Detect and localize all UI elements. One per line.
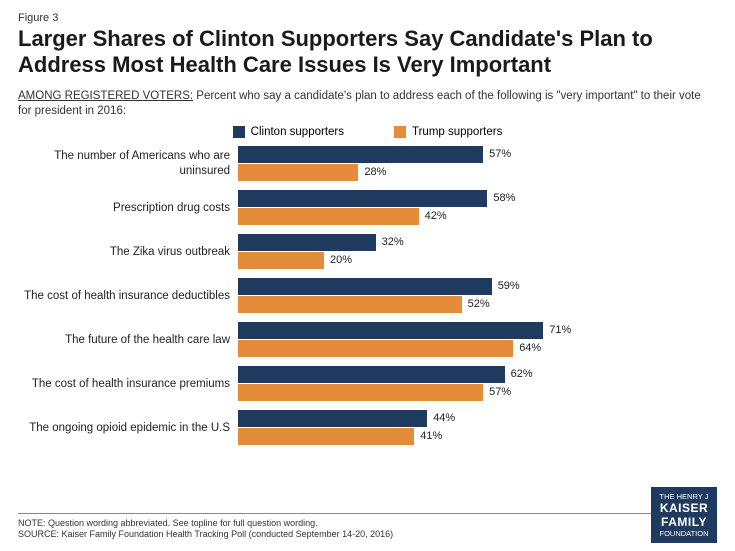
chart-row: The ongoing opioid epidemic in the U.S44… [18, 410, 717, 446]
bar-wrap-clinton: 58% [238, 190, 717, 207]
bar-wrap-clinton: 32% [238, 234, 717, 251]
bar-value-clinton: 32% [376, 236, 404, 248]
bar-trump [238, 296, 462, 313]
bar-value-clinton: 62% [505, 368, 533, 380]
bar-trump [238, 252, 324, 269]
bar-clinton [238, 146, 483, 163]
bar-value-trump: 64% [513, 342, 541, 354]
logo-line1: THE HENRY J [660, 492, 709, 501]
kff-logo: THE HENRY J KAISER FAMILY FOUNDATION [651, 487, 717, 543]
logo-line3: FAMILY [661, 515, 707, 529]
bar-group: 58% 42% [238, 190, 717, 226]
legend-item-trump: Trump supporters [394, 126, 502, 138]
chart-row: The Zika virus outbreak 32% 20% [18, 234, 717, 270]
bar-group: 44% 41% [238, 410, 717, 446]
bar-wrap-clinton: 71% [238, 322, 717, 339]
bar-clinton [238, 366, 505, 383]
bar-value-clinton: 71% [543, 324, 571, 336]
legend-label-clinton: Clinton supporters [251, 126, 344, 138]
legend: Clinton supporters Trump supporters [18, 126, 717, 138]
legend-swatch-clinton [233, 126, 245, 138]
bar-value-clinton: 59% [492, 280, 520, 292]
bar-wrap-clinton: 62% [238, 366, 717, 383]
bar-group: 59%52% [238, 278, 717, 314]
bar-wrap-clinton: 44% [238, 410, 717, 427]
bar-wrap-trump: 20% [238, 252, 717, 269]
bar-value-trump: 41% [414, 430, 442, 442]
figure-label: Figure 3 [18, 12, 717, 24]
footer: NOTE: Question wording abbreviated. See … [18, 513, 717, 541]
subtitle-prefix: AMONG REGISTERED VOTERS: [18, 90, 193, 102]
footer-divider [18, 513, 717, 514]
bar-wrap-trump: 52% [238, 296, 717, 313]
chart-row: The number of Americans who are uninsure… [18, 146, 717, 182]
bar-value-trump: 20% [324, 254, 352, 266]
bar-trump [238, 340, 513, 357]
chart-row: The future of the health care law71%64% [18, 322, 717, 358]
bar-wrap-trump: 28% [238, 164, 717, 181]
bar-wrap-trump: 57% [238, 384, 717, 401]
bar-clinton [238, 234, 376, 251]
category-label: Prescription drug costs [18, 201, 238, 215]
bar-clinton [238, 410, 427, 427]
bar-clinton [238, 190, 487, 207]
bar-wrap-trump: 64% [238, 340, 717, 357]
bar-group: 32% 20% [238, 234, 717, 270]
bar-value-clinton: 57% [483, 148, 511, 160]
chart-row: The cost of health insurance premiums62%… [18, 366, 717, 402]
legend-label-trump: Trump supporters [412, 126, 502, 138]
bar-trump [238, 164, 358, 181]
bar-trump [238, 384, 483, 401]
logo-line4: FOUNDATION [659, 529, 708, 538]
logo-line2: KAISER [660, 501, 708, 515]
bar-value-clinton: 44% [427, 412, 455, 424]
bar-wrap-clinton: 59% [238, 278, 717, 295]
category-label: The ongoing opioid epidemic in the U.S [18, 421, 238, 435]
chart-title: Larger Shares of Clinton Supporters Say … [18, 26, 717, 79]
category-label: The future of the health care law [18, 333, 238, 347]
bar-clinton [238, 278, 492, 295]
chart-row: The cost of health insurance deductibles… [18, 278, 717, 314]
bar-wrap-trump: 42% [238, 208, 717, 225]
category-label: The cost of health insurance deductibles [18, 289, 238, 303]
bar-trump [238, 208, 419, 225]
legend-swatch-trump [394, 126, 406, 138]
bar-wrap-clinton: 57% [238, 146, 717, 163]
bar-group: 62% 57% [238, 366, 717, 402]
bar-trump [238, 428, 414, 445]
bar-value-trump: 42% [419, 210, 447, 222]
bar-wrap-trump: 41% [238, 428, 717, 445]
chart-row: Prescription drug costs 58% 42% [18, 190, 717, 226]
category-label: The cost of health insurance premiums [18, 377, 238, 391]
bar-value-trump: 28% [358, 166, 386, 178]
bar-clinton [238, 322, 543, 339]
bar-group: 71%64% [238, 322, 717, 358]
category-label: The Zika virus outbreak [18, 245, 238, 259]
category-label: The number of Americans who are uninsure… [18, 149, 238, 178]
bar-value-trump: 52% [462, 298, 490, 310]
bar-value-trump: 57% [483, 386, 511, 398]
bar-group: 57% 28% [238, 146, 717, 182]
legend-item-clinton: Clinton supporters [233, 126, 344, 138]
footnote: NOTE: Question wording abbreviated. See … [18, 518, 717, 530]
bar-chart: The number of Americans who are uninsure… [18, 146, 717, 446]
source-line: SOURCE: Kaiser Family Foundation Health … [18, 529, 717, 541]
chart-subtitle: AMONG REGISTERED VOTERS: Percent who say… [18, 89, 717, 120]
bar-value-clinton: 58% [487, 192, 515, 204]
